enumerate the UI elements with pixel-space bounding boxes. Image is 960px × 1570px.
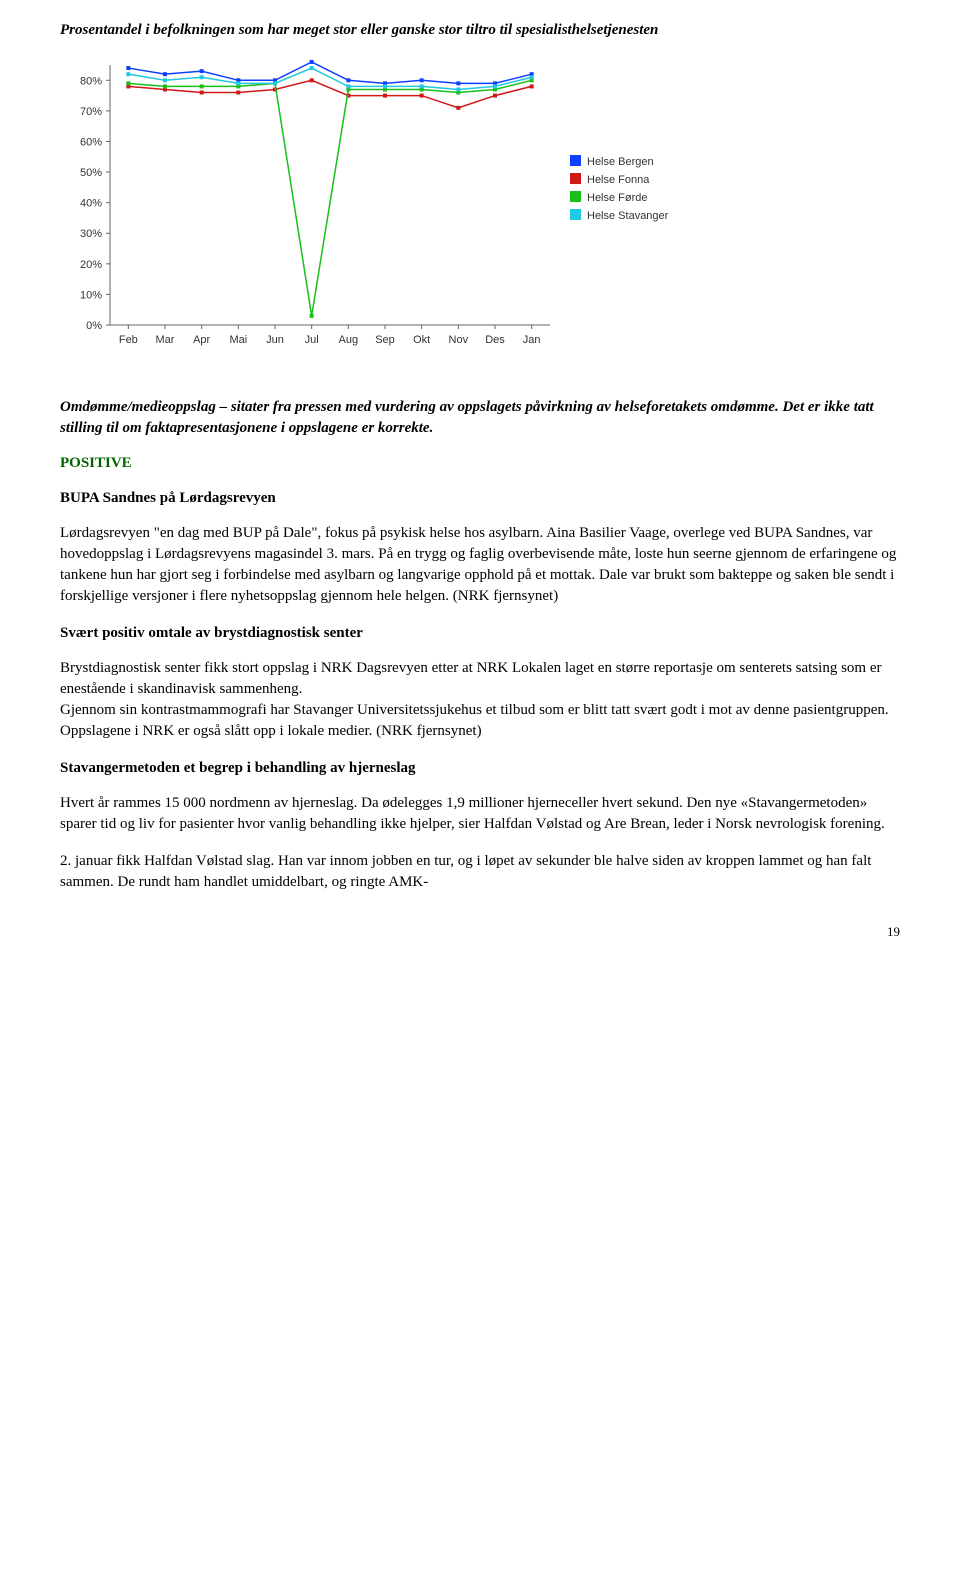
document-title: Prosentandel i befolkningen som har mege…: [60, 20, 900, 41]
section3-p1: Hvert år rammes 15 000 nordmenn av hjern…: [60, 793, 900, 835]
section3-p2: 2. januar fikk Halfdan Vølstad slag. Han…: [60, 851, 900, 893]
svg-text:0%: 0%: [86, 320, 102, 332]
svg-text:Feb: Feb: [119, 334, 138, 346]
svg-text:Helse Fonna: Helse Fonna: [587, 174, 650, 186]
svg-text:Jun: Jun: [266, 334, 284, 346]
svg-text:Jan: Jan: [523, 334, 541, 346]
positive-label: POSITIVE: [60, 453, 900, 474]
svg-text:20%: 20%: [80, 259, 102, 271]
svg-text:Helse Bergen: Helse Bergen: [587, 156, 654, 168]
svg-text:40%: 40%: [80, 198, 102, 210]
svg-text:70%: 70%: [80, 106, 102, 118]
intro-paragraph: Omdømme/medieoppslag – sitater fra press…: [60, 397, 900, 439]
svg-text:80%: 80%: [80, 75, 102, 87]
svg-text:Jul: Jul: [305, 334, 319, 346]
svg-text:Okt: Okt: [413, 334, 430, 346]
svg-text:Apr: Apr: [193, 334, 210, 346]
svg-text:30%: 30%: [80, 228, 102, 240]
svg-text:Mar: Mar: [156, 334, 175, 346]
section3-heading: Stavangermetoden et begrep i behandling …: [60, 758, 900, 779]
svg-text:50%: 50%: [80, 167, 102, 179]
section1-body: Lørdagsrevyen "en dag med BUP på Dale", …: [60, 523, 900, 607]
svg-text:10%: 10%: [80, 289, 102, 301]
svg-text:Aug: Aug: [339, 334, 359, 346]
svg-text:Sep: Sep: [375, 334, 395, 346]
svg-text:Mai: Mai: [229, 334, 247, 346]
svg-text:Nov: Nov: [449, 334, 469, 346]
page-number: 19: [60, 923, 900, 941]
svg-text:60%: 60%: [80, 136, 102, 148]
svg-text:Helse Stavanger: Helse Stavanger: [587, 210, 669, 222]
chart-svg: 0% 10% 20% 30% 40% 50% 60% 70% 80% Feb Mar Apr Mai Ju…: [60, 55, 680, 375]
svg-text:Helse Førde: Helse Førde: [587, 192, 648, 204]
section2-body: Brystdiagnostisk senter fikk stort oppsl…: [60, 658, 900, 742]
svg-text:Des: Des: [485, 334, 505, 346]
section2-heading: Svært positiv omtale av brystdiagnostisk…: [60, 623, 900, 644]
trust-chart: 0% 10% 20% 30% 40% 50% 60% 70% 80% Feb Mar Apr Mai Ju…: [60, 55, 680, 375]
section1-heading: BUPA Sandnes på Lørdagsrevyen: [60, 488, 900, 509]
